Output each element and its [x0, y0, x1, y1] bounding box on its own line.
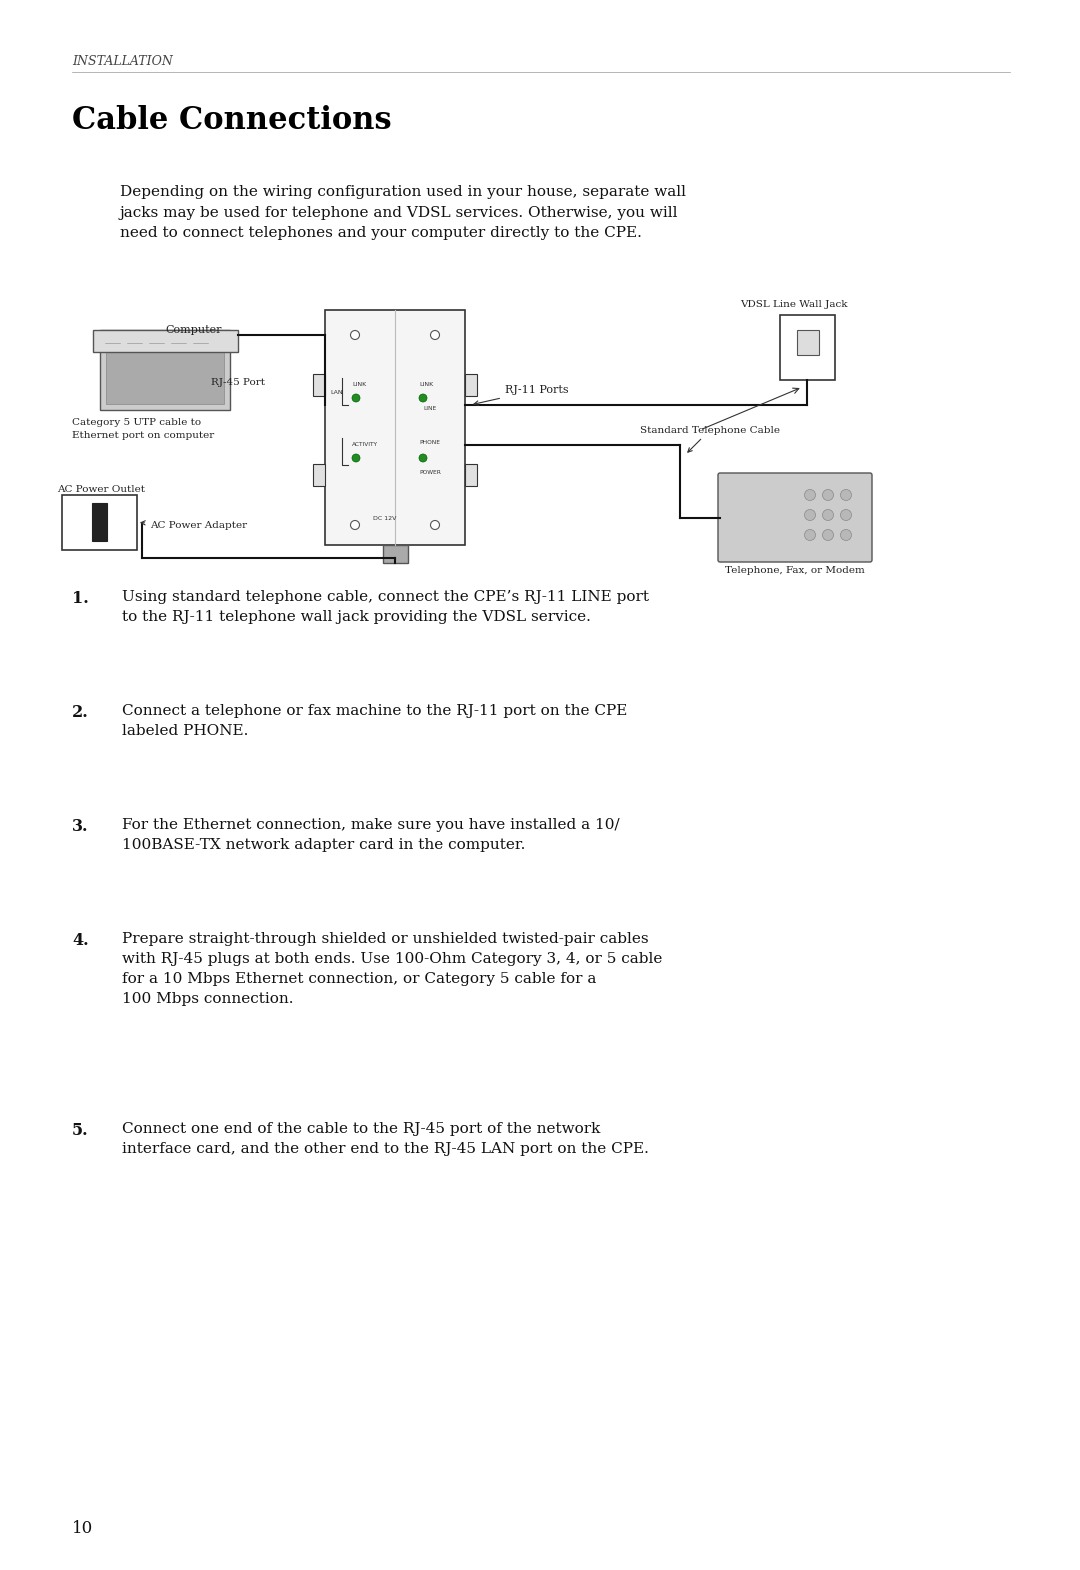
Text: 5.: 5.: [72, 1123, 89, 1138]
Bar: [313, 465, 325, 487]
Text: PHONE: PHONE: [419, 440, 440, 444]
Text: Cable Connections: Cable Connections: [72, 105, 392, 137]
Circle shape: [840, 529, 851, 540]
Text: RJ-11 Ports: RJ-11 Ports: [474, 385, 569, 405]
Circle shape: [352, 394, 360, 402]
Circle shape: [840, 510, 851, 521]
Text: RJ-45 Port: RJ-45 Port: [211, 378, 265, 386]
Text: Prepare straight-through shielded or unshielded twisted-pair cables
with RJ-45 p: Prepare straight-through shielded or uns…: [122, 933, 662, 1006]
Circle shape: [805, 529, 815, 540]
Text: LAN: LAN: [330, 389, 342, 394]
Bar: [93, 330, 238, 352]
Text: LINK: LINK: [352, 383, 366, 388]
Circle shape: [419, 454, 427, 462]
Circle shape: [823, 529, 834, 540]
Text: AC Power Adapter: AC Power Adapter: [141, 521, 247, 529]
Text: LINK: LINK: [419, 383, 433, 388]
Text: For the Ethernet connection, make sure you have installed a 10/
100BASE-TX netwo: For the Ethernet connection, make sure y…: [122, 818, 620, 853]
Bar: [382, 545, 407, 564]
Bar: [92, 502, 107, 542]
Bar: [106, 336, 224, 403]
FancyBboxPatch shape: [718, 473, 872, 562]
Text: 10: 10: [72, 1520, 93, 1537]
Text: 2.: 2.: [72, 703, 89, 721]
Circle shape: [351, 331, 360, 339]
Circle shape: [823, 510, 834, 521]
Bar: [100, 330, 230, 410]
Bar: [780, 316, 835, 380]
Circle shape: [805, 510, 815, 521]
Circle shape: [419, 394, 427, 402]
Circle shape: [352, 454, 360, 462]
Bar: [797, 330, 819, 355]
Text: Category 5 UTP cable to
Ethernet port on computer: Category 5 UTP cable to Ethernet port on…: [72, 418, 214, 440]
Text: LINE: LINE: [423, 405, 436, 410]
Circle shape: [351, 521, 360, 529]
Text: 3.: 3.: [72, 818, 89, 835]
Circle shape: [840, 490, 851, 501]
Text: 1.: 1.: [72, 590, 89, 608]
Bar: [465, 465, 477, 487]
Text: INSTALLATION: INSTALLATION: [72, 55, 173, 68]
Circle shape: [805, 490, 815, 501]
Text: Computer: Computer: [165, 325, 221, 334]
Text: AC Power Outlet: AC Power Outlet: [57, 485, 145, 495]
Text: Connect one end of the cable to the RJ-45 port of the network
interface card, an: Connect one end of the cable to the RJ-4…: [122, 1123, 649, 1156]
Text: Telephone, Fax, or Modem: Telephone, Fax, or Modem: [725, 567, 865, 575]
Bar: [313, 374, 325, 396]
Text: Standard Telephone Cable: Standard Telephone Cable: [640, 425, 780, 452]
Text: Depending on the wiring configuration used in your house, separate wall
jacks ma: Depending on the wiring configuration us…: [120, 185, 686, 240]
Text: POWER: POWER: [419, 469, 441, 474]
Text: DC 12V: DC 12V: [374, 515, 396, 521]
Circle shape: [431, 331, 440, 339]
Text: Connect a telephone or fax machine to the RJ-11 port on the CPE
labeled PHONE.: Connect a telephone or fax machine to th…: [122, 703, 627, 738]
Bar: [62, 495, 137, 550]
Bar: [325, 309, 465, 545]
Text: Using standard telephone cable, connect the CPE’s RJ-11 LINE port
to the RJ-11 t: Using standard telephone cable, connect …: [122, 590, 649, 623]
Text: 4.: 4.: [72, 933, 89, 948]
Circle shape: [431, 521, 440, 529]
Bar: [465, 374, 477, 396]
Circle shape: [823, 490, 834, 501]
Text: ACTIVITY: ACTIVITY: [352, 443, 378, 447]
Text: VDSL Line Wall Jack: VDSL Line Wall Jack: [740, 300, 848, 309]
